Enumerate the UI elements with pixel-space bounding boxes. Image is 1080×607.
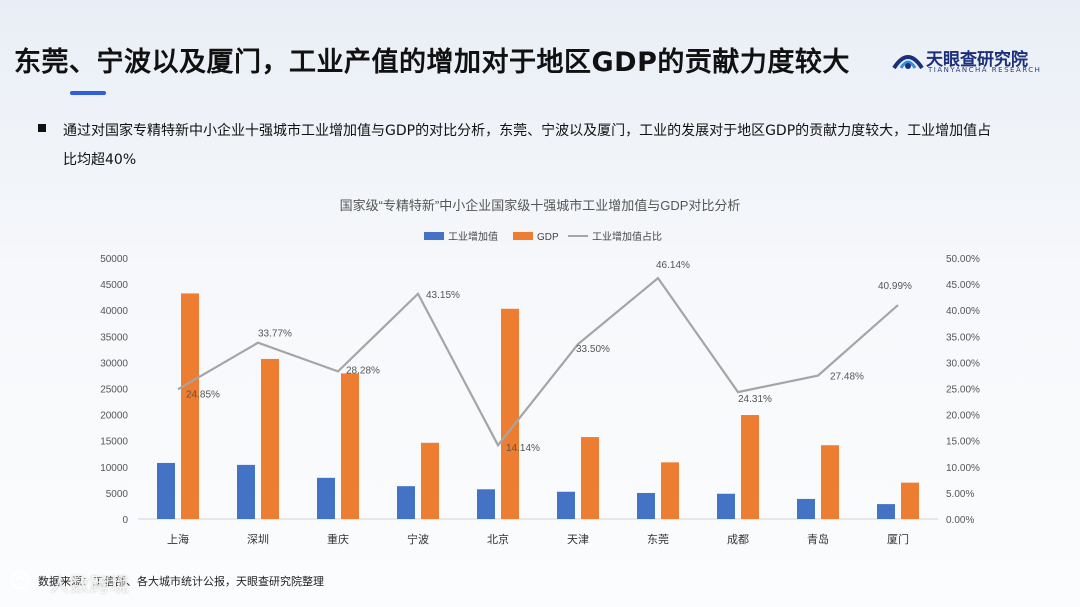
- bar-industry-0: [157, 462, 175, 519]
- bar-gdp-9: [901, 482, 919, 519]
- legend-label-0: 工业增加值: [448, 230, 498, 243]
- bar-gdp-1: [261, 358, 279, 519]
- legend-label-2: 工业增加值占比: [592, 230, 662, 243]
- line-ratio: [177, 276, 899, 448]
- x-tick-label: 深圳: [247, 533, 269, 546]
- x-tick-label: 成都: [727, 533, 749, 546]
- x-tick-label: 天津: [567, 533, 589, 546]
- legend-label-1: GDP: [537, 232, 559, 243]
- bar-gdp-4: [501, 308, 519, 519]
- source-note: 数据来源：工信部、各大城市统计公报，天眼查研究院整理: [38, 575, 324, 588]
- y-right-tick: 45.00%: [946, 280, 980, 291]
- page-title: 东莞、宁波以及厦门，工业产值的增加对于地区GDP的贡献力度较大: [14, 47, 850, 78]
- watermark: 人数跨境: [50, 574, 131, 596]
- x-tick-label: 上海: [167, 532, 189, 546]
- bar-gdp-6: [661, 462, 679, 519]
- bar-industry-3: [397, 486, 415, 519]
- x-tick-label: 厦门: [887, 532, 909, 546]
- bar-gdp-2: [341, 373, 359, 519]
- y-left-tick: 10000: [100, 463, 128, 474]
- y-right-tick: 0.00%: [946, 515, 974, 526]
- y-right-tick: 30.00%: [946, 358, 980, 369]
- bar-gdp-8: [821, 445, 839, 519]
- y-right-tick: 35.00%: [946, 332, 980, 343]
- y-left-tick: 25000: [100, 385, 128, 396]
- line-data-label: 28.28%: [346, 365, 380, 376]
- x-tick-label: 宁波: [407, 532, 429, 546]
- legend-swatch-0: [424, 232, 444, 240]
- line-data-label: 14.14%: [506, 443, 540, 454]
- bullet-icon: [38, 124, 46, 132]
- watermark-icon: [10, 570, 30, 590]
- y-left-tick: 0: [122, 515, 128, 526]
- y-right-tick: 25.00%: [946, 385, 980, 396]
- y-left-tick: 45000: [100, 280, 128, 291]
- bar-gdp-7: [741, 415, 759, 519]
- bar-industry-4: [477, 489, 495, 519]
- y-left-tick: 5000: [106, 489, 129, 500]
- bar-gdp-5: [581, 437, 599, 519]
- y-left-tick: 35000: [100, 332, 128, 343]
- logo-text: 天眼查研究院: [926, 50, 1028, 70]
- summary-text: 通过对国家专精特新中小企业十强城市工业增加值与GDP的对比分析，东莞、宁波以及厦…: [63, 123, 992, 168]
- x-tick-label: 重庆: [327, 532, 349, 546]
- y-right-tick: 15.00%: [946, 437, 980, 448]
- y-right-tick: 5.00%: [946, 489, 974, 500]
- logo-mark-icon: [892, 55, 924, 70]
- y-right-tick: 50.00%: [946, 254, 980, 265]
- bar-industry-5: [557, 491, 575, 519]
- y-left-tick: 20000: [100, 411, 128, 422]
- x-tick-label: 东莞: [647, 533, 669, 546]
- y-left-tick: 15000: [100, 437, 128, 448]
- y-right-tick: 10.00%: [946, 463, 980, 474]
- line-data-label: 40.99%: [878, 281, 912, 292]
- line-data-label: 43.15%: [426, 290, 460, 301]
- bar-industry-8: [797, 498, 815, 519]
- line-data-label: 33.77%: [258, 329, 292, 340]
- title-underline: [70, 91, 106, 95]
- line-data-label: 24.85%: [186, 389, 220, 400]
- bar-industry-9: [877, 504, 895, 519]
- bar-industry-7: [717, 493, 735, 519]
- legend-swatch-1: [513, 232, 533, 240]
- y-left-tick: 40000: [100, 306, 128, 317]
- bar-industry-2: [317, 477, 335, 519]
- y-left-tick: 50000: [100, 254, 128, 265]
- x-tick-label: 青岛: [807, 532, 829, 546]
- line-data-label: 33.50%: [576, 344, 610, 355]
- bar-industry-6: [637, 492, 655, 519]
- brand-logo: 天眼查研究院 TIANYANCHA RESEARCH: [892, 42, 1072, 82]
- x-tick-label: 北京: [487, 532, 509, 546]
- y-right-tick: 40.00%: [946, 306, 980, 317]
- y-left-tick: 30000: [100, 358, 128, 369]
- line-data-label: 24.31%: [738, 394, 772, 405]
- line-data-label: 27.48%: [830, 372, 864, 383]
- logo-subtext: TIANYANCHA RESEARCH: [928, 66, 1042, 74]
- y-right-tick: 20.00%: [946, 411, 980, 422]
- bar-gdp-0: [181, 293, 199, 519]
- bar-industry-1: [237, 464, 255, 519]
- bar-gdp-3: [421, 442, 439, 519]
- line-data-label: 46.14%: [656, 260, 690, 271]
- chart-title: 国家级“专精特新”中小企业国家级十强城市工业增加值与GDP对比分析: [340, 198, 741, 213]
